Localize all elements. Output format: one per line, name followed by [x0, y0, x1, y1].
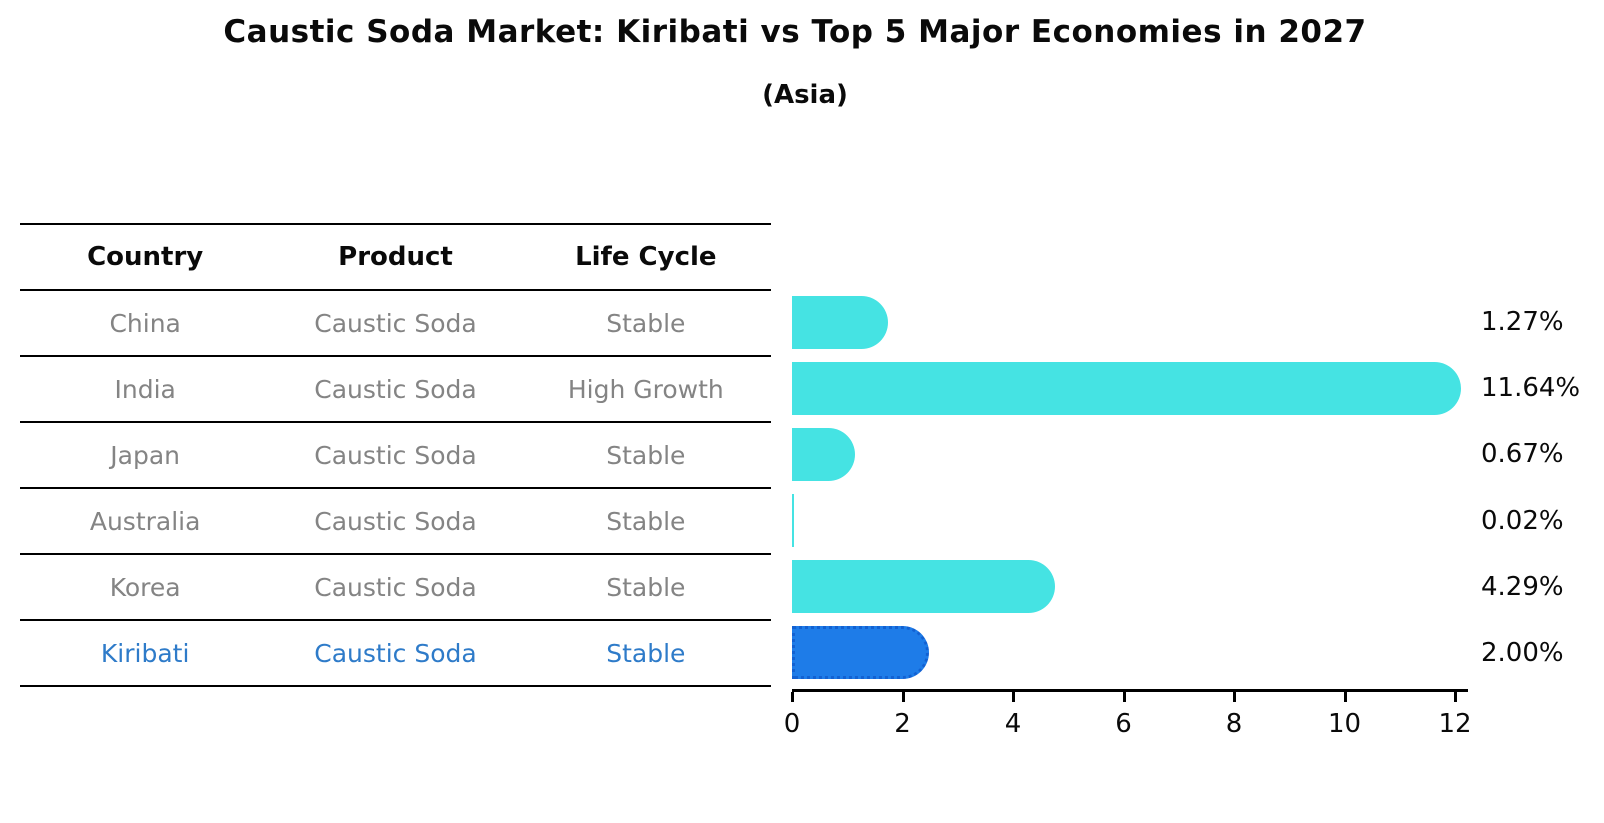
bar-japan [792, 427, 856, 481]
cell-life-cycle: Stable [606, 506, 686, 536]
value-label-australia: 0.02% [1481, 505, 1564, 536]
cell-life-cycle: High Growth [567, 374, 724, 404]
cell-country: Australia [89, 506, 201, 536]
table-row-japan: Japan Caustic Soda Stable [20, 423, 771, 489]
cell-product: Caustic Soda [314, 308, 477, 338]
x-tick-label: 8 [1225, 709, 1243, 739]
table-row-china: China Caustic Soda Stable [20, 291, 771, 357]
x-tick-label: 2 [894, 709, 911, 739]
cell-country: Kiribati [100, 638, 190, 668]
cell-life-cycle: Stable [606, 572, 686, 602]
cell-country: Korea [109, 572, 181, 602]
cell-product: Caustic Soda [314, 572, 477, 602]
table-header-row: Country Product Life Cycle [20, 225, 771, 291]
cell-product: Caustic Soda [314, 440, 477, 470]
col-header-life-cycle: Life Cycle [575, 242, 717, 272]
chart-subtitle: (Asia) [762, 80, 848, 110]
cell-life-cycle: Stable [606, 308, 686, 338]
cell-product: Caustic Soda [314, 506, 477, 536]
chart-title: Caustic Soda Market: Kiribati vs Top 5 M… [223, 14, 1367, 50]
bar-india [792, 361, 1462, 415]
bar-australia [792, 494, 794, 547]
x-tick-mark [1454, 692, 1457, 702]
cell-country: China [109, 308, 181, 338]
bar-plot-area [792, 289, 1468, 686]
col-header-country: Country [87, 242, 204, 272]
x-tick-mark [901, 692, 905, 702]
value-label-kiribati: 2.00% [1481, 637, 1564, 668]
bar-china [792, 295, 889, 349]
x-tick-label: 0 [783, 709, 801, 739]
x-tick-label: 4 [1004, 709, 1022, 739]
cell-product: Caustic Soda [314, 638, 477, 668]
x-tick-label: 10 [1327, 709, 1362, 739]
x-tick-label: 12 [1438, 709, 1472, 739]
x-tick-mark [1012, 692, 1015, 702]
x-tick-mark [1343, 692, 1347, 702]
table-row-kiribati: Kiribati Caustic Soda Stable [20, 621, 771, 687]
x-tick-mark [1122, 692, 1126, 702]
table-row-india: India Caustic Soda High Growth [20, 357, 771, 423]
x-tick-mark [1233, 692, 1236, 702]
bar-korea [792, 560, 1056, 614]
col-header-product: Product [338, 242, 453, 272]
table-row-australia: Australia Caustic Soda Stable [20, 489, 771, 555]
bar-kiribati [792, 626, 929, 680]
value-label-india: 11.64% [1481, 373, 1581, 404]
x-axis-line [792, 689, 1468, 692]
x-tick-label: 6 [1115, 709, 1132, 739]
value-label-korea: 4.29% [1481, 571, 1564, 602]
value-label-china: 1.27% [1481, 307, 1564, 337]
data-table: Country Product Life Cycle China Caustic… [20, 223, 771, 687]
x-tick-mark [791, 692, 794, 702]
table-row-korea: Korea Caustic Soda Stable [20, 555, 771, 621]
cell-life-cycle: Stable [606, 440, 686, 470]
cell-product: Caustic Soda [314, 374, 477, 404]
value-label-japan: 0.67% [1481, 439, 1564, 470]
cell-country: India [114, 374, 176, 404]
cell-country: Japan [110, 440, 181, 470]
cell-life-cycle: Stable [606, 638, 686, 668]
